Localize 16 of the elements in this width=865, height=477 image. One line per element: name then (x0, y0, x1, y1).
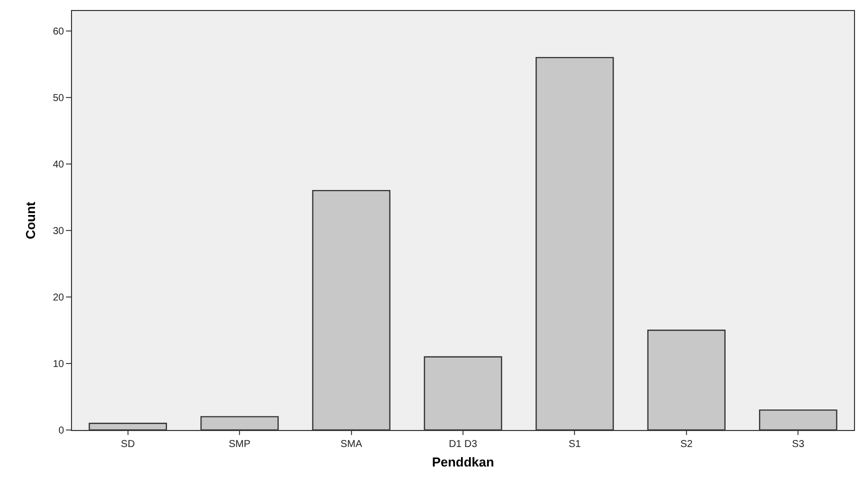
x-tick-label: SMP (228, 439, 251, 450)
x-tick-label: D1 D3 (448, 439, 478, 450)
y-tick-label: 50 (52, 92, 64, 104)
y-tick-label: 0 (58, 426, 64, 436)
y-tick-label: 10 (52, 358, 64, 370)
x-tick-label: SD (120, 439, 135, 450)
x-axis-title: Penddkan (432, 454, 494, 470)
x-tick-label: S1 (568, 439, 582, 450)
x-tick-label: S2 (680, 439, 693, 450)
y-tick-label: 60 (52, 26, 64, 38)
y-tick-label: 40 (52, 159, 64, 170)
y-tick-label: 20 (52, 292, 64, 304)
x-tick-label: S3 (792, 439, 805, 450)
y-axis-title: Count (22, 201, 38, 240)
x-tick-label: SMA (340, 439, 362, 450)
y-tick-label: 30 (52, 226, 64, 237)
